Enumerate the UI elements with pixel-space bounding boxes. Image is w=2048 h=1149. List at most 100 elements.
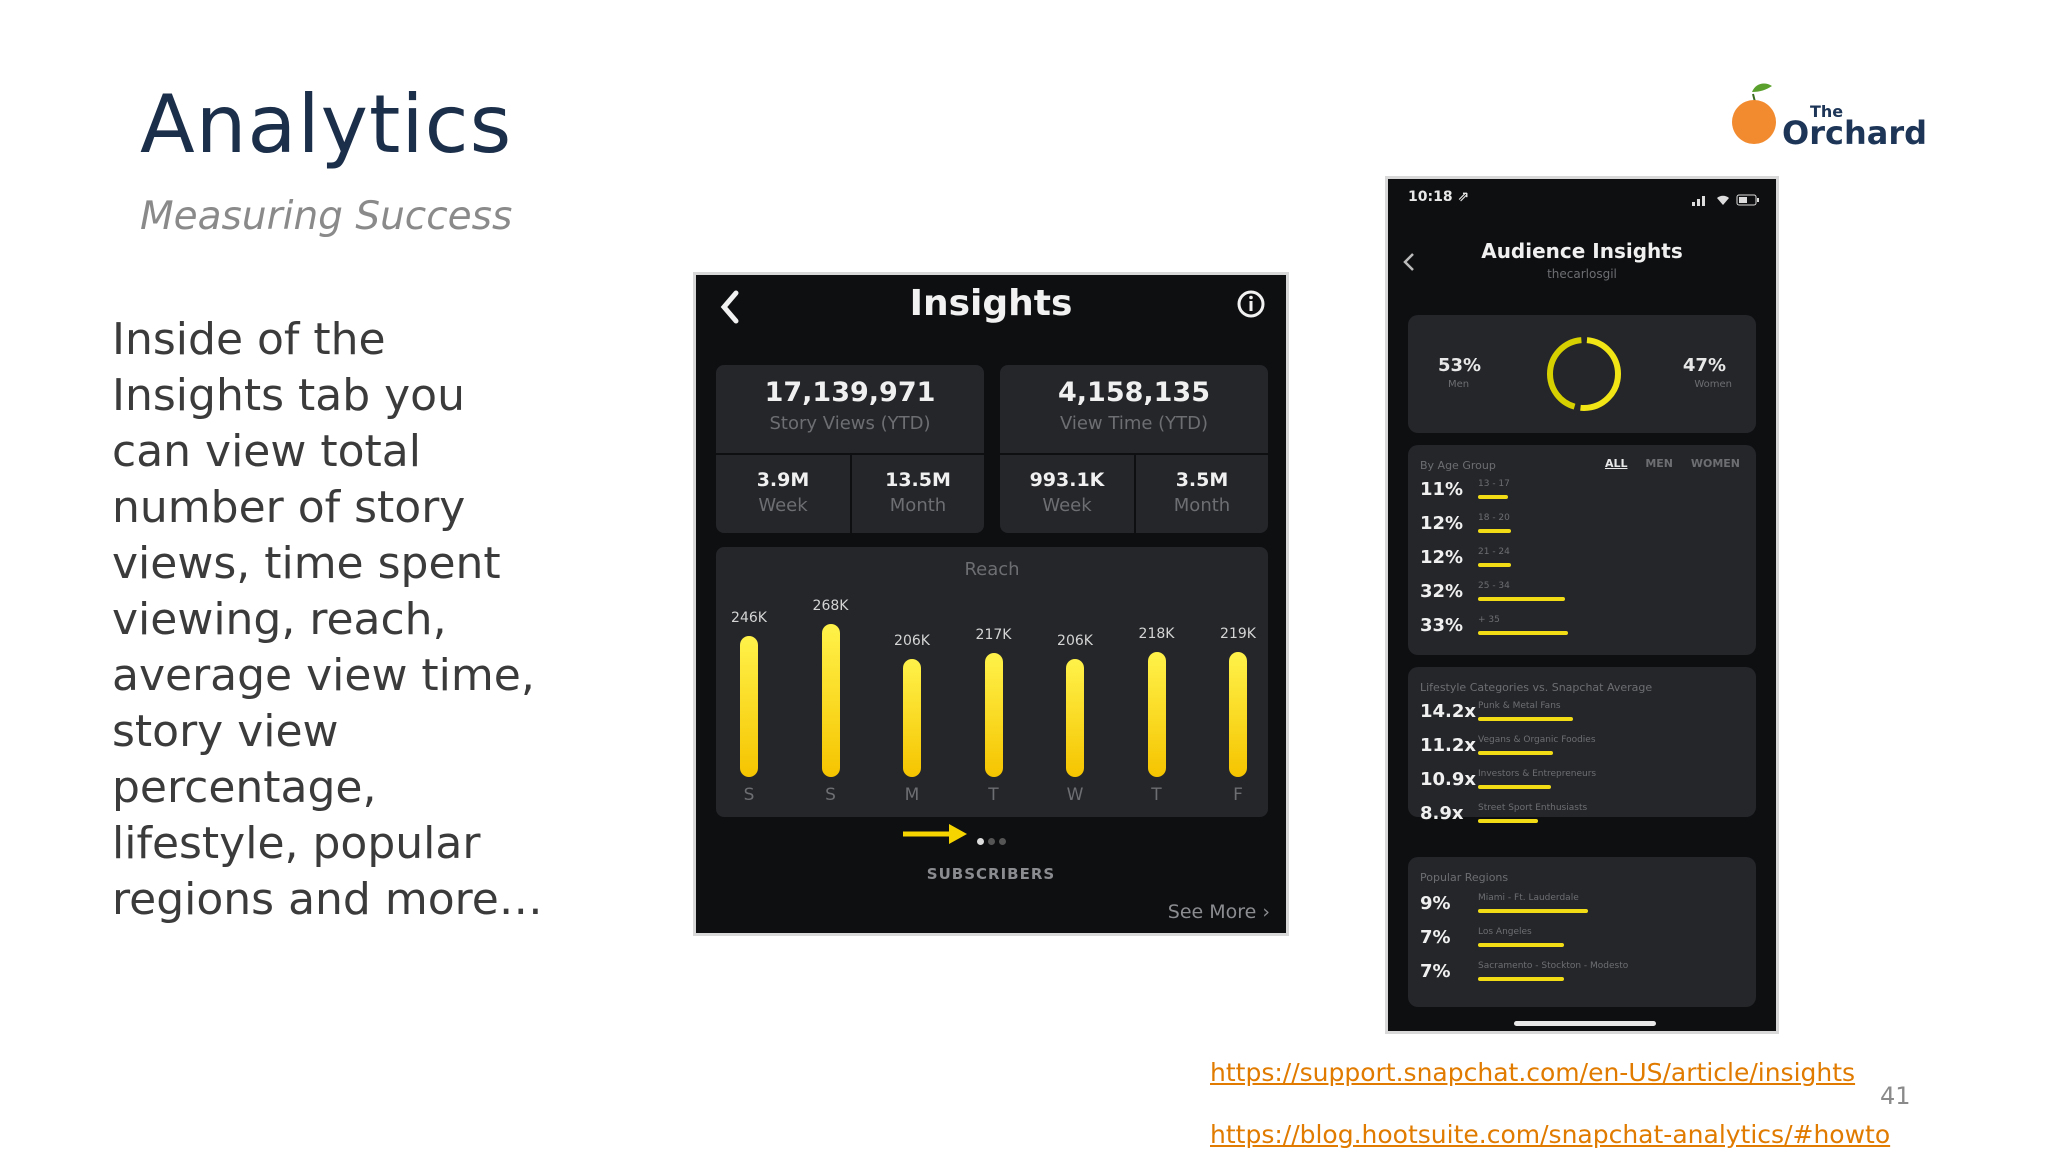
battery-icon (1736, 194, 1759, 206)
lifestyle-bar (1478, 717, 1573, 721)
source-link-snapchat[interactable]: https://support.snapchat.com/en-US/artic… (1210, 1058, 1856, 1087)
region-bar (1478, 943, 1564, 947)
lifestyle-bar (1478, 751, 1553, 755)
reach-title: Reach (964, 559, 1020, 580)
lifestyle-bar (1478, 785, 1551, 789)
gender-ring-chart (1547, 337, 1621, 411)
reach-chart-card: Reach 246K S 268K S 206K M 217K T 206K W 218K T 219K… (716, 547, 1268, 817)
age-group-value: 32% (1420, 581, 1464, 602)
regions-header: Popular Regions (1420, 871, 1509, 884)
age-group-value: 33% (1420, 615, 1464, 636)
reach-value-label: 218K (1138, 626, 1175, 643)
reach-day-label: S (743, 785, 755, 805)
subscribers-label: SUBSCRIBERS (926, 865, 1056, 883)
reach-bar (1229, 651, 1247, 777)
logo-the: The (1810, 102, 1844, 121)
age-group-bar (1478, 597, 1566, 601)
story-views-card: 17,139,971 Story Views (YTD) 3.9M Week 1… (716, 365, 984, 533)
insights-screenshot: Insights 17,139,971 Story Views (YTD) 3.… (693, 272, 1289, 936)
source-link-hootsuite[interactable]: https://blog.hootsuite.com/snapchat-anal… (1210, 1120, 1891, 1149)
status-time: 10:18 ⇗ (1408, 189, 1470, 205)
story-views-label: Story Views (YTD) (769, 413, 931, 434)
view-time-card: 4,158,135 View Time (YTD) 993.1K Week 3.… (1000, 365, 1268, 533)
lifestyle-label: Punk & Metal Fans (1478, 701, 1561, 711)
lifestyle-row: 14.2x Punk & Metal Fans (1420, 701, 1746, 729)
age-group-row: 33% + 35 (1420, 615, 1746, 643)
status-icons (1691, 191, 1760, 210)
lifestyle-row: 8.9x Street Sport Enthusiasts (1420, 803, 1746, 831)
lifestyle-label: Vegans & Organic Foodies (1478, 735, 1596, 745)
story-views-week-label: Week (758, 495, 808, 516)
age-group-row: 12% 21 - 24 (1420, 547, 1746, 575)
view-time-month-label: Month (1173, 495, 1231, 516)
age-group-value: 11% (1420, 479, 1464, 500)
reach-day-label: T (988, 785, 999, 805)
age-group-label: + 35 (1478, 615, 1500, 625)
age-group-bar (1478, 529, 1511, 533)
lifestyle-value: 14.2x (1420, 701, 1477, 722)
age-group-row: 32% 25 - 34 (1420, 581, 1746, 609)
chevron-left-icon[interactable] (1402, 251, 1416, 273)
region-row: 9% Miami - Ft. Lauderdale (1420, 893, 1746, 921)
view-time-value: 4,158,135 (1057, 377, 1211, 408)
wifi-icon (1716, 195, 1729, 205)
audience-handle: thecarlosgil (1547, 267, 1617, 281)
view-time-week-value: 993.1K (1029, 469, 1105, 491)
region-label: Los Angeles (1478, 927, 1532, 937)
reach-value-label: 246K (731, 610, 767, 627)
reach-value-label: 219K (1220, 625, 1256, 642)
region-value: 7% (1420, 961, 1451, 982)
filter-women[interactable]: WOMEN (1690, 457, 1740, 470)
filter-all[interactable]: ALL (1604, 457, 1628, 470)
age-group-label: 18 - 20 (1478, 513, 1510, 523)
lifestyle-label: Investors & Entrepreneurs (1478, 769, 1597, 779)
story-views-week-value: 3.9M (756, 469, 810, 491)
audience-insights-screenshot: 10:18 ⇗ Audience Insights thecarlosgil 5… (1385, 176, 1779, 1034)
lifestyle-value: 11.2x (1420, 735, 1477, 756)
region-row: 7% Sacramento - Stockton - Modesto (1420, 961, 1746, 989)
filter-men[interactable]: MEN (1645, 457, 1673, 470)
age-group-row: 11% 13 - 17 (1420, 479, 1746, 507)
lifestyle-header: Lifestyle Categories vs. Snapchat Averag… (1420, 681, 1653, 694)
story-views-month-label: Month (889, 495, 947, 516)
info-icon[interactable] (1236, 289, 1266, 319)
gender-card: 53% Men 47% Women (1408, 315, 1756, 433)
arrow-right-icon (903, 824, 967, 844)
view-time-label: View Time (YTD) (1059, 413, 1209, 434)
reach-bar (1066, 659, 1084, 777)
reach-bar (740, 636, 758, 777)
region-label: Sacramento - Stockton - Modesto (1478, 961, 1629, 971)
slide-title: Analytics (140, 78, 513, 171)
region-bar (1478, 977, 1564, 981)
region-row: 7% Los Angeles (1420, 927, 1746, 955)
lifestyle-bar (1478, 819, 1538, 823)
slide-subtitle: Measuring Success (140, 194, 513, 239)
reach-bar (903, 659, 921, 777)
story-views-value: 17,139,971 (764, 377, 936, 408)
men-ring-segment (1547, 337, 1621, 411)
lifestyle-value: 8.9x (1420, 803, 1464, 824)
see-more-link[interactable]: See More › (1167, 901, 1270, 923)
reach-value-label: 206K (894, 633, 930, 650)
page-indicator (977, 830, 1006, 849)
reach-value-label: 206K (1057, 633, 1093, 650)
view-time-month-value: 3.5M (1175, 469, 1229, 491)
age-group-label: 13 - 17 (1478, 479, 1510, 489)
age-group-bar (1478, 495, 1508, 499)
region-value: 9% (1420, 893, 1451, 914)
regions-card: Popular Regions 9% Miami - Ft. Lauderdale… (1408, 857, 1756, 1007)
reach-day-label: T (1151, 785, 1162, 805)
reach-day-label: F (1233, 785, 1243, 805)
region-value: 7% (1420, 927, 1451, 948)
chevron-left-icon[interactable] (718, 289, 742, 325)
view-time-week-label: Week (1042, 495, 1092, 516)
reach-day-label: M (904, 785, 920, 805)
men-label: Men (1448, 379, 1470, 390)
lifestyle-row: 10.9x Investors & Entrepreneurs (1420, 769, 1746, 797)
peach-icon (1732, 83, 1776, 144)
logo-orchard: Orchard (1782, 114, 1928, 152)
slide-body-text: Inside of the Insights tab you can view … (112, 314, 543, 925)
reach-bar (821, 623, 840, 777)
age-group-value: 12% (1420, 547, 1464, 568)
reach-day-label: S (825, 785, 836, 805)
